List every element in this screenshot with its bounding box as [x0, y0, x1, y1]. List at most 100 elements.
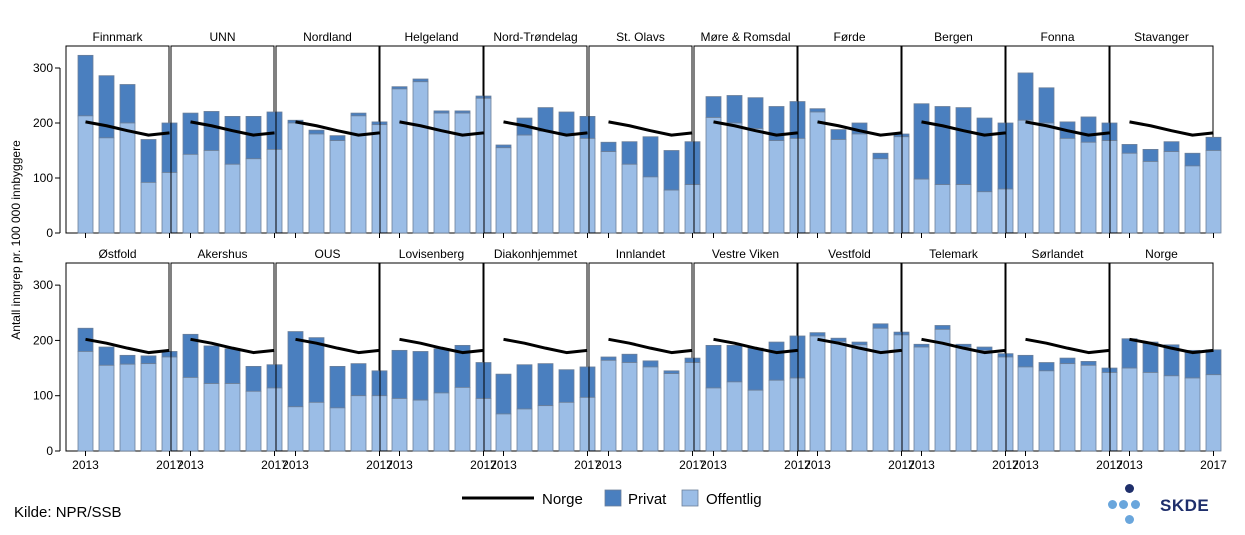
bar-offentlig [851, 344, 868, 452]
bar-offentlig [705, 117, 722, 234]
bar-privat [684, 141, 701, 185]
bar-offentlig [872, 327, 889, 452]
bar-offentlig [1059, 137, 1076, 234]
bar-offentlig [77, 115, 94, 234]
bar-offentlig [809, 335, 826, 452]
x-tick-label: 2017 [1200, 458, 1227, 472]
x-tick-label: 2013 [490, 458, 517, 472]
x-tick-label: 2013 [386, 458, 413, 472]
x-tick-label: 2013 [804, 458, 831, 472]
panel-title: Norge [1145, 247, 1178, 261]
panel-fonna: Fonna [1005, 30, 1118, 238]
x-tick-label: 2017 [1096, 458, 1123, 472]
bar-offentlig [558, 133, 575, 234]
bar-privat [1184, 349, 1201, 379]
bar-privat [684, 357, 701, 363]
bar-privat [600, 141, 617, 152]
bar-privat [976, 346, 993, 351]
panel-title: Diakonhjemmet [494, 247, 578, 261]
bar-offentlig [182, 377, 199, 452]
bar-offentlig [245, 390, 262, 452]
norge-line [713, 337, 798, 355]
bar-offentlig [621, 163, 638, 234]
bar-privat [1142, 341, 1159, 373]
x-tick-label: 2017 [574, 458, 601, 472]
bar-privat [705, 96, 722, 118]
x-tick-label: 2013 [1116, 458, 1143, 472]
bar-privat [747, 347, 764, 391]
bar-offentlig [287, 406, 304, 452]
bar-privat [182, 112, 199, 155]
bar-offentlig [1059, 363, 1076, 452]
bar-offentlig [1017, 119, 1034, 234]
bar-offentlig [934, 328, 951, 452]
bar-privat [140, 355, 157, 365]
panel-title: Nordland [303, 30, 352, 44]
bar-privat [495, 373, 512, 415]
bar-privat [747, 97, 764, 129]
bar-privat [579, 366, 596, 398]
bar-privat [1163, 141, 1180, 152]
bar-privat [1142, 148, 1159, 162]
bar-privat [1017, 354, 1034, 368]
bar-offentlig [579, 137, 596, 234]
bar-privat [495, 144, 512, 149]
source-note: Kilde: NPR/SSB [14, 504, 122, 521]
bar-privat [287, 331, 304, 408]
x-tick-label: 2013 [700, 458, 727, 472]
bar-privat [1038, 362, 1055, 372]
bar-offentlig [1205, 150, 1222, 234]
x-tick-label: 2017 [992, 458, 1019, 472]
bar-privat [161, 122, 178, 173]
bar-offentlig [119, 363, 136, 452]
bar-offentlig [98, 137, 115, 234]
bar-offentlig [726, 122, 743, 234]
bar-privat [329, 135, 346, 141]
bar-offentlig [1038, 122, 1055, 234]
panel-title: Akershus [197, 247, 247, 261]
bar-offentlig [809, 111, 826, 234]
y-tick-label: 100 [33, 171, 53, 185]
bar-privat [726, 95, 743, 124]
bar-offentlig [913, 346, 930, 452]
x-tick-label: 2017 [261, 458, 288, 472]
bar-privat [913, 103, 930, 180]
bar-privat [934, 325, 951, 330]
bar-privat [642, 360, 659, 368]
y-tick-label: 0 [46, 444, 53, 458]
bar-offentlig [558, 401, 575, 452]
bar-offentlig [266, 148, 283, 234]
bar-privat [663, 150, 680, 191]
bar-privat [412, 78, 429, 83]
bar-offentlig [287, 122, 304, 234]
panel-finnmark: Finnmark [65, 30, 178, 238]
bar-offentlig [600, 151, 617, 234]
panel-title: Bergen [934, 30, 973, 44]
norge-line [295, 120, 380, 137]
norge-line [608, 337, 693, 355]
x-tick-label: 2013 [595, 458, 622, 472]
bar-privat [433, 348, 450, 394]
bar-offentlig [516, 134, 533, 234]
bar-offentlig [161, 172, 178, 234]
panel-frame [170, 262, 275, 452]
y-tick-label: 200 [33, 333, 53, 347]
bar-privat [621, 141, 638, 165]
panel-helgeland: Helgeland [379, 30, 492, 238]
panel-møre-romsdal: Møre & Romsdal [693, 30, 806, 238]
norge-line [503, 337, 588, 355]
bar-privat [663, 370, 680, 374]
bar-offentlig [955, 184, 972, 234]
bar-privat [224, 116, 241, 165]
panel-title: Fonna [1040, 30, 1074, 44]
bar-offentlig [579, 396, 596, 452]
y-tick-label: 0 [46, 226, 53, 240]
bar-offentlig [1184, 377, 1201, 452]
bar-privat [768, 341, 785, 381]
bar-offentlig [1121, 367, 1138, 452]
bar-offentlig [747, 128, 764, 234]
bar-privat [1121, 338, 1138, 369]
legend-offentlig-label: Offentlig [706, 491, 762, 508]
norge-line [817, 337, 902, 355]
bar-offentlig [412, 81, 429, 234]
